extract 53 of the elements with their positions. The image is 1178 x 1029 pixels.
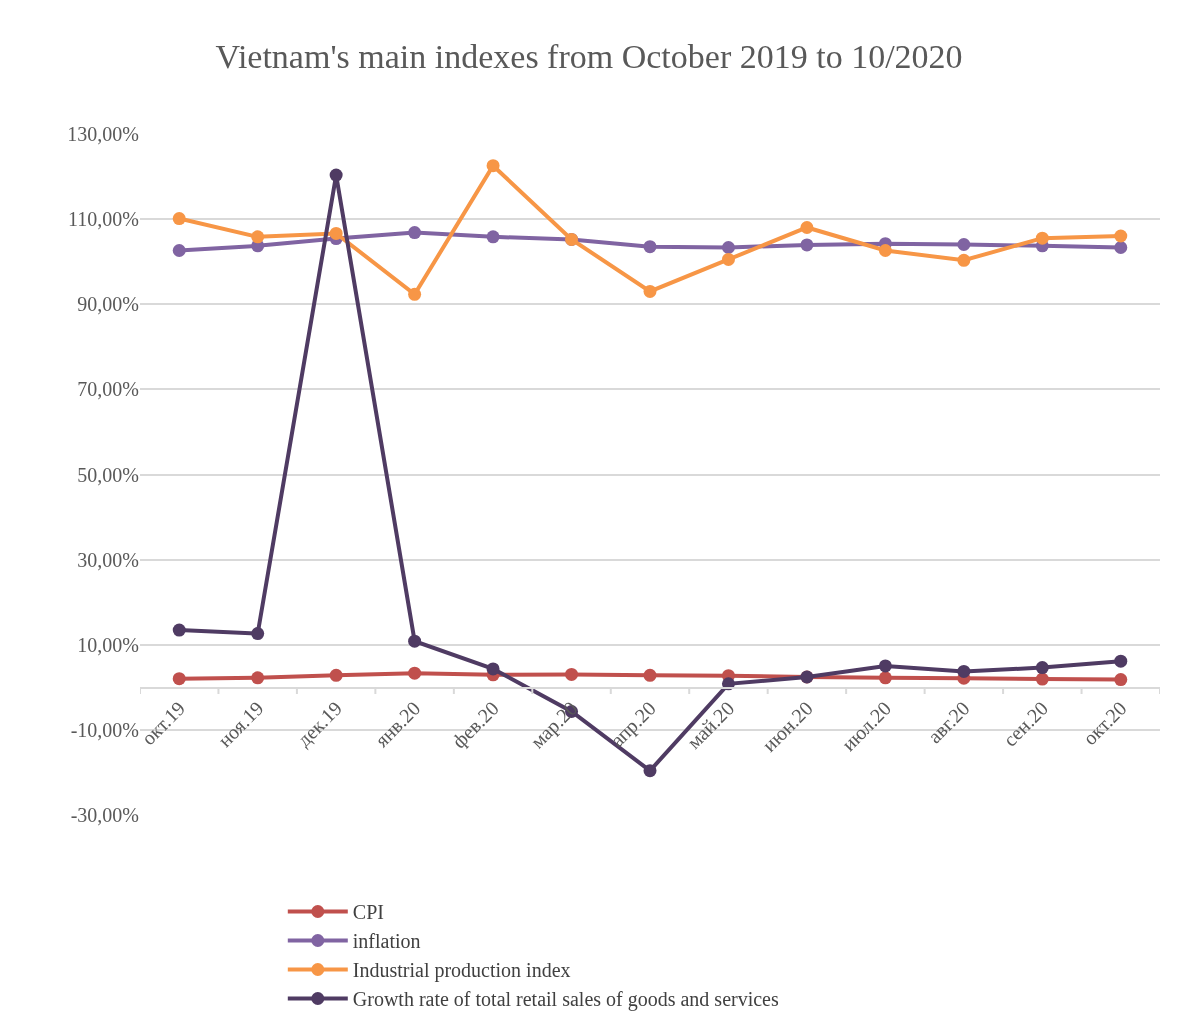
- chart-title: Vietnam's main indexes from October 2019 to 10/2020: [215, 38, 963, 76]
- legend-label: Industrial production index: [352, 959, 571, 983]
- point: [957, 664, 971, 678]
- point: [1114, 229, 1128, 243]
- point: [251, 671, 265, 685]
- point: [408, 634, 422, 648]
- point: [643, 240, 657, 254]
- point: [643, 668, 657, 682]
- point: [800, 220, 814, 234]
- y-tick-label: -30,00%: [70, 804, 139, 827]
- point: [1114, 241, 1128, 254]
- point: [565, 667, 579, 681]
- point: [486, 662, 500, 676]
- point: [486, 230, 500, 244]
- point: [408, 226, 422, 240]
- point: [408, 287, 422, 301]
- point: [878, 671, 892, 685]
- point: [1114, 654, 1128, 668]
- point: [408, 666, 422, 680]
- point: [1114, 673, 1128, 687]
- point: [643, 764, 657, 778]
- legend-label: CPI: [352, 901, 384, 924]
- point: [329, 226, 343, 240]
- y-tick-label: 10,00%: [77, 634, 139, 657]
- y-tick-label: 70,00%: [77, 378, 139, 401]
- point: [172, 672, 186, 686]
- point: [486, 159, 500, 173]
- point: [878, 659, 892, 673]
- point: [643, 284, 657, 298]
- point: [800, 238, 814, 252]
- y-tick-label: -10,00%: [70, 719, 139, 742]
- point: [172, 623, 186, 637]
- point: [721, 241, 735, 254]
- legend-label: inflation: [352, 930, 421, 953]
- y-tick-label: 110,00%: [68, 207, 139, 230]
- y-tick-label: 130,00%: [67, 122, 139, 145]
- point: [1035, 661, 1049, 675]
- point: [251, 230, 265, 244]
- y-tick-label: 90,00%: [77, 293, 139, 316]
- y-tick-label: 50,00%: [77, 463, 139, 486]
- point: [172, 212, 186, 226]
- point: [878, 243, 892, 257]
- point: [957, 238, 971, 252]
- legend-label: Growth rate of total retail sales of goods and services: [352, 988, 779, 1012]
- point: [172, 243, 186, 257]
- point: [1035, 231, 1049, 245]
- point: [329, 668, 343, 682]
- point: [251, 627, 265, 641]
- point: [1035, 672, 1049, 686]
- point: [721, 252, 735, 266]
- y-tick-label: 30,00%: [77, 548, 139, 571]
- point: [329, 168, 343, 182]
- point: [957, 253, 971, 267]
